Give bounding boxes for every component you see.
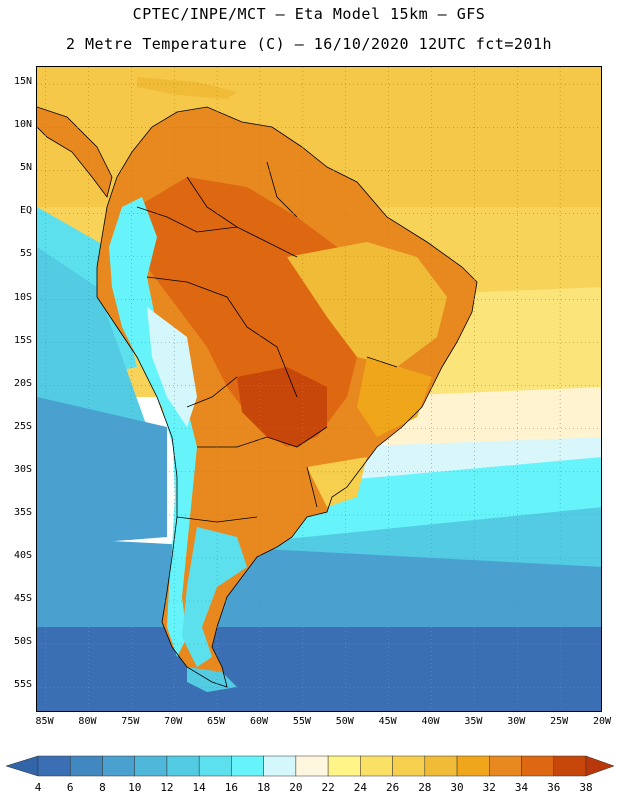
- colorbar-swatch: [456, 755, 490, 777]
- land-hottest-core: [237, 367, 327, 447]
- colorbar-label: 32: [482, 781, 496, 794]
- colorbar-label: 8: [99, 781, 106, 794]
- andes-highland: [147, 307, 197, 427]
- colorbar-label: 28: [418, 781, 432, 794]
- colorbar-left-arrow: [5, 755, 39, 777]
- central-america: [37, 107, 112, 197]
- lon-tick-label: 85W: [35, 716, 54, 727]
- colorbar-swatch: [134, 755, 168, 777]
- land-warm-northeast: [287, 242, 447, 367]
- colorbar-swatch: [360, 755, 393, 777]
- patagonia-cool: [182, 527, 247, 667]
- lat-tick-label: 35S: [13, 506, 32, 518]
- caribbean-islands: [137, 77, 237, 99]
- lon-tick-label: 60W: [249, 716, 268, 727]
- colorbar-swatch: [553, 755, 587, 777]
- colorbar-swatch: [489, 755, 522, 777]
- lon-tick-label: 65W: [207, 716, 226, 727]
- colorbar-label: 36: [547, 781, 561, 794]
- lon-tick-label: 40W: [421, 716, 440, 727]
- colorbar-swatch: [37, 755, 71, 777]
- temperature-map: [36, 66, 602, 712]
- colorbar-label: 6: [66, 781, 74, 794]
- lat-tick-label: 45S: [13, 593, 32, 605]
- colorbar-swatch: [198, 755, 232, 777]
- lon-tick-label: 55W: [292, 716, 311, 727]
- lat-tick-label: EQ: [19, 205, 32, 217]
- lat-tick-label: 25S: [13, 420, 32, 432]
- lon-tick-label: 50W: [335, 716, 354, 727]
- colorbar-swatch: [521, 755, 555, 777]
- southeast-coast-warm: [307, 457, 367, 507]
- lat-tick-label: 10N: [13, 119, 32, 131]
- colorbar-label: 12: [160, 781, 174, 794]
- colorbar-label: 24: [353, 781, 367, 794]
- lon-tick-label: 35W: [464, 716, 483, 727]
- lon-tick-label: 75W: [121, 716, 140, 727]
- lat-tick-label: 30S: [13, 463, 32, 475]
- colorbar-label: 26: [385, 781, 400, 794]
- colorbar-swatch: [166, 755, 200, 777]
- colorbar-swatch: [263, 755, 297, 777]
- lon-tick-label: 30W: [507, 716, 526, 727]
- colorbar-swatch: [69, 755, 103, 777]
- pacific-band-turquoise: [37, 247, 147, 447]
- land-warm-east: [357, 357, 432, 437]
- lon-tick-label: 20W: [592, 716, 612, 727]
- colorbar-swatch: [327, 755, 361, 777]
- colorbar-swatch: [392, 755, 426, 777]
- colorbar-label: 16: [224, 781, 239, 794]
- colorbar-label: 22: [321, 781, 335, 794]
- lon-tick-label: 25W: [550, 716, 569, 727]
- lat-tick-label: 20S: [13, 377, 32, 389]
- colorbar-label: 18: [257, 781, 271, 794]
- colorbar-right-arrow: [585, 755, 615, 777]
- lat-tick-label: 5N: [19, 162, 32, 174]
- colorbar-label: 14: [192, 781, 206, 794]
- lat-tick-label: 15N: [13, 76, 32, 88]
- map-canvas: [37, 67, 601, 711]
- lat-tick-label: 10S: [13, 291, 32, 303]
- colorbar-swatch: [102, 755, 135, 777]
- colorbar-label: 38: [579, 781, 593, 794]
- colorbar-label: 34: [514, 781, 529, 794]
- title-line-2: 2 Metre Temperature (C) – 16/10/2020 12U…: [65, 35, 553, 53]
- lat-tick-label: 5S: [19, 248, 32, 260]
- lon-tick-label: 80W: [78, 716, 97, 727]
- colorbar-swatch: [231, 755, 264, 777]
- colorbar: [5, 755, 615, 777]
- lon-tick-label: 45W: [378, 716, 397, 727]
- lon-tick-label: 70W: [164, 716, 183, 727]
- colorbar-label: 10: [128, 781, 142, 794]
- colorbar-swatch: [295, 755, 329, 777]
- lat-tick-label: 40S: [13, 549, 32, 561]
- colorbar-swatch: [424, 755, 458, 777]
- lat-tick-label: 55S: [13, 679, 32, 691]
- lat-tick-label: 15S: [13, 334, 32, 346]
- colorbar-label: 30: [450, 781, 464, 794]
- colorbar-label: 4: [34, 781, 42, 794]
- lat-tick-label: 50S: [13, 636, 32, 648]
- title-line-1: CPTEC/INPE/MCT – Eta Model 15km – GFS: [132, 5, 486, 23]
- andes-cool-strip: [109, 197, 197, 657]
- colorbar-label: 20: [289, 781, 303, 794]
